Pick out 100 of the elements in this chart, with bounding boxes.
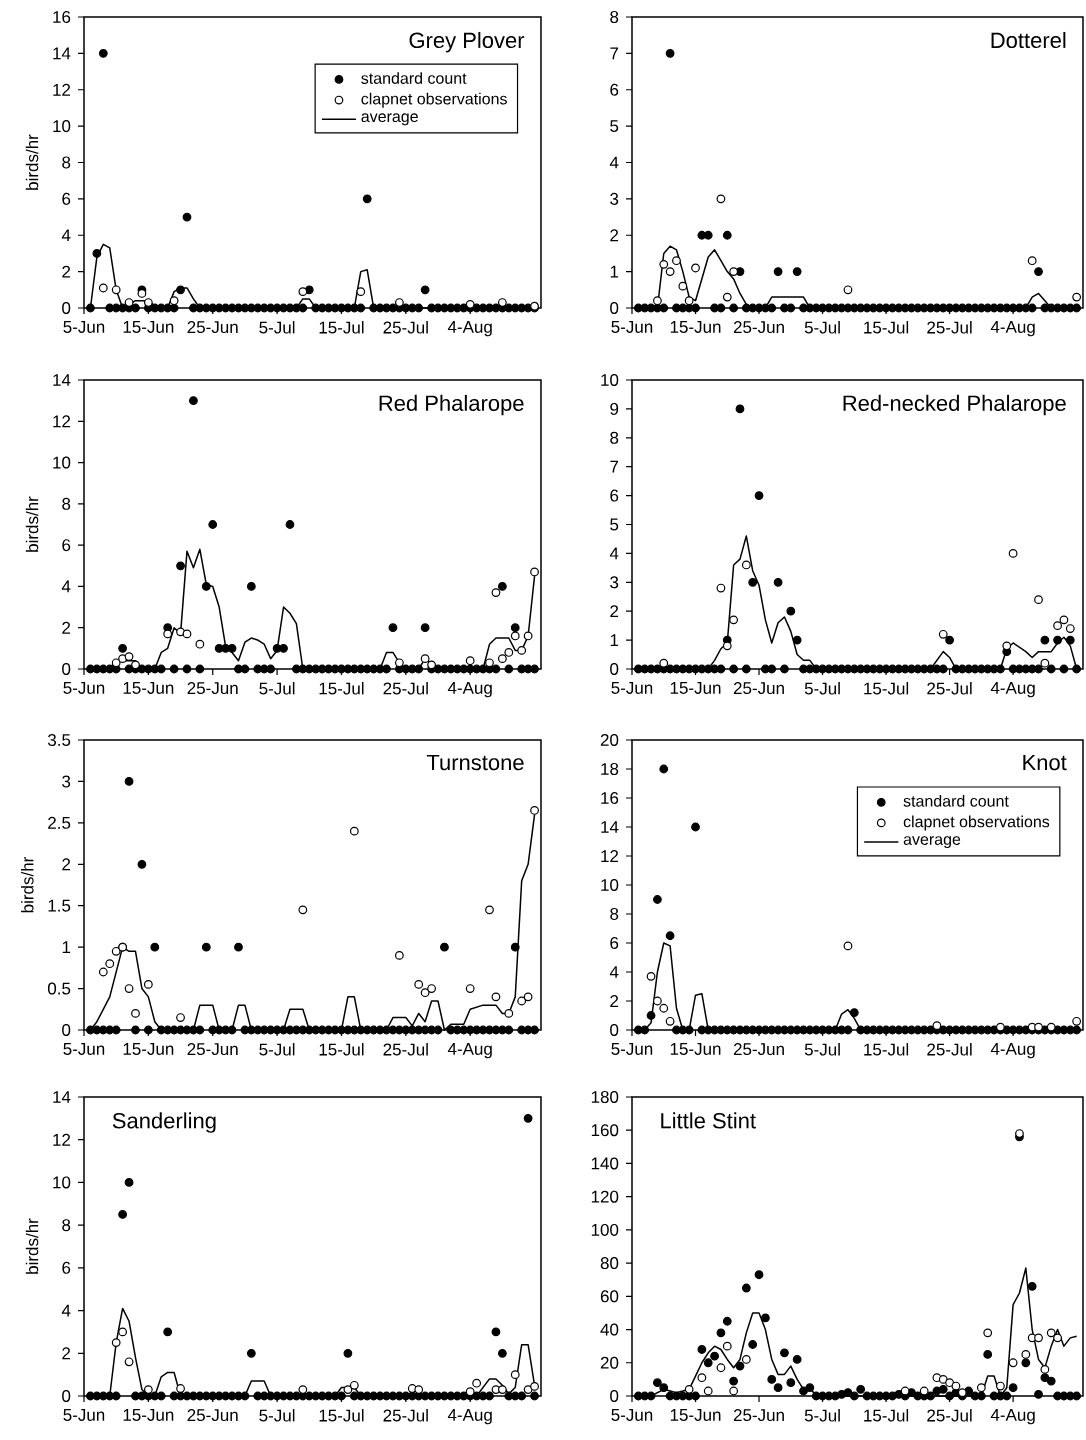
y-tick-label: 16 bbox=[601, 791, 619, 805]
point bbox=[497, 654, 507, 664]
point bbox=[124, 652, 134, 662]
y-tick-label: 12 bbox=[53, 83, 71, 96]
x-tick-label: 5-Jul bbox=[804, 682, 840, 695]
y-tick-label: 2 bbox=[610, 995, 619, 1007]
point bbox=[653, 996, 662, 1006]
point bbox=[945, 1378, 954, 1388]
y-tick-label: 7 bbox=[610, 460, 619, 473]
point bbox=[1040, 658, 1050, 668]
x-tick-label: 25-Jun bbox=[187, 1409, 238, 1422]
point bbox=[472, 1378, 482, 1388]
y-axis-title: birds/hr bbox=[25, 134, 39, 190]
point bbox=[1034, 1333, 1043, 1343]
y-axis-title: birds/hr bbox=[25, 1218, 39, 1274]
y-tick-label: 0 bbox=[610, 662, 619, 675]
point bbox=[343, 1385, 353, 1394]
y-tick-label: 14 bbox=[53, 47, 71, 60]
x-tick-label: 25-Jul bbox=[383, 321, 428, 334]
point bbox=[938, 1374, 948, 1384]
point bbox=[1040, 1365, 1050, 1374]
x-tick-label: 5-Jul bbox=[804, 1043, 840, 1056]
x-tick-label: 15-Jun bbox=[123, 1043, 174, 1055]
point bbox=[703, 1386, 713, 1396]
x-tick-label: 5-Jun bbox=[611, 321, 653, 333]
x-tick-label: 15-Jun bbox=[123, 682, 174, 694]
x-tick-label: 25-Jun bbox=[733, 321, 784, 334]
point bbox=[843, 941, 853, 951]
x-tick-label: 4-Aug bbox=[990, 1409, 1035, 1425]
x-tick-label: 25-Jun bbox=[733, 1409, 784, 1422]
y-tick-label: 1.5 bbox=[48, 899, 71, 912]
y-tick-label: 40 bbox=[600, 1323, 619, 1336]
y-tick-label: 4 bbox=[609, 156, 619, 169]
x-tick-label: 15-Jun bbox=[123, 321, 174, 333]
x-tick-label: 25-Jun bbox=[187, 321, 238, 334]
point bbox=[143, 980, 153, 989]
y-tick-label: 6 bbox=[610, 83, 619, 96]
point bbox=[427, 984, 436, 993]
y-tick-label: 2 bbox=[62, 1347, 71, 1360]
y-tick-label: 0.5 bbox=[47, 982, 71, 995]
x-tick-label: 15-Jun bbox=[670, 1409, 721, 1421]
point bbox=[722, 292, 732, 302]
y-tick-label: 10 bbox=[53, 456, 71, 469]
point bbox=[1015, 1129, 1024, 1138]
text: Little Stint bbox=[661, 1112, 756, 1129]
x-tick-label: 4-Aug bbox=[990, 682, 1035, 698]
point bbox=[659, 259, 669, 269]
y-tick-label: 0 bbox=[610, 1023, 619, 1036]
point bbox=[124, 984, 134, 993]
text: Red Phalarope bbox=[379, 394, 524, 416]
x-tick-label: 5-Jul bbox=[259, 1043, 295, 1056]
point bbox=[118, 1327, 128, 1337]
x-tick-label: 25-Jul bbox=[383, 1043, 428, 1056]
point bbox=[414, 980, 424, 989]
y-tick-label: 0 bbox=[610, 301, 619, 314]
point bbox=[1046, 1328, 1056, 1338]
x-tick-label: 15-Jul bbox=[864, 682, 909, 695]
point bbox=[349, 826, 359, 836]
point bbox=[1027, 256, 1037, 266]
point bbox=[659, 1003, 669, 1013]
y-tick-label: 4 bbox=[61, 1304, 71, 1317]
point bbox=[465, 1387, 475, 1397]
y-tick-label: 8 bbox=[62, 497, 71, 510]
point bbox=[938, 629, 948, 639]
x-tick-label: 25-Jun bbox=[733, 682, 784, 695]
x-tick-label: 5-Jul bbox=[259, 682, 295, 695]
y-tick-label: 8 bbox=[610, 11, 619, 24]
point bbox=[510, 631, 520, 641]
x-tick-label: 4-Aug bbox=[990, 321, 1035, 337]
y-tick-label: 14 bbox=[53, 1091, 71, 1103]
y-tick-label: 20 bbox=[600, 733, 619, 747]
y-axis-title: birds/hr bbox=[21, 856, 34, 913]
x-tick-label: 5-Jul bbox=[259, 321, 295, 334]
y-tick-label: 10 bbox=[601, 373, 619, 386]
legend-label: standard count bbox=[903, 794, 1009, 807]
point bbox=[504, 648, 514, 657]
point bbox=[485, 905, 494, 915]
y-tick-label: 100 bbox=[591, 1223, 619, 1236]
x-tick-label: 25-Jun bbox=[733, 1043, 784, 1056]
x-tick-label: 15-Jul bbox=[319, 682, 364, 695]
y-tick-label: 12 bbox=[601, 850, 619, 862]
point bbox=[697, 1373, 707, 1383]
y-tick-label: 0 bbox=[610, 1389, 619, 1402]
y-tick-label: 20 bbox=[600, 1356, 619, 1369]
y-tick-label: 12 bbox=[53, 1133, 71, 1146]
point bbox=[523, 992, 533, 1002]
point bbox=[1053, 621, 1062, 631]
y-tick-label: 160 bbox=[591, 1124, 619, 1137]
y-tick-label: 6 bbox=[62, 539, 71, 552]
y-tick-label: 12 bbox=[53, 415, 71, 428]
x-tick-label: 25-Jun bbox=[187, 682, 238, 695]
legend-label: average bbox=[903, 836, 961, 849]
y-tick-label: 140 bbox=[591, 1157, 619, 1170]
y-tick-label: 8 bbox=[62, 156, 71, 169]
x-tick-label: 5-Jun bbox=[63, 682, 105, 694]
y-tick-label: 1 bbox=[610, 634, 619, 646]
point bbox=[1008, 548, 1018, 558]
point bbox=[394, 951, 404, 960]
text: Knot bbox=[1023, 754, 1067, 771]
point bbox=[182, 629, 192, 639]
